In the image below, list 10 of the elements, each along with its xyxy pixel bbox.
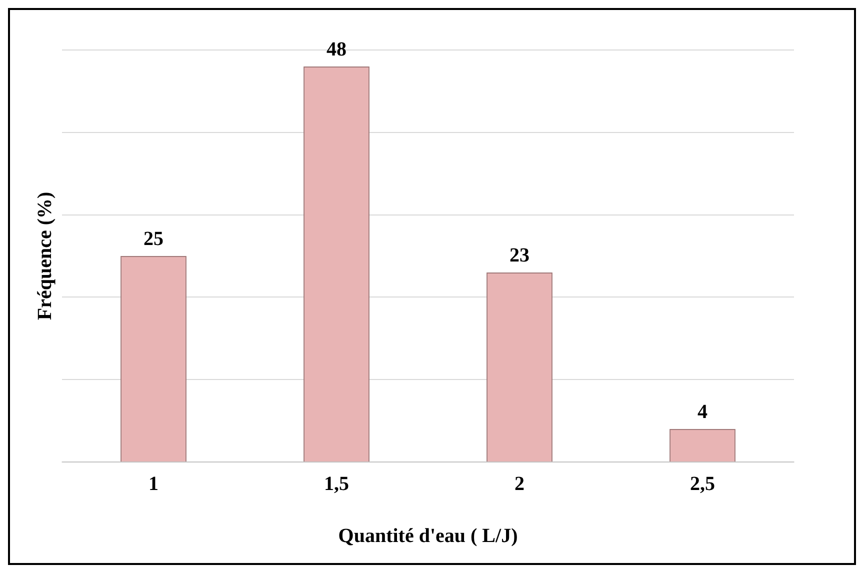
x-tick-label: 1 <box>148 473 158 496</box>
x-tick-label: 2,5 <box>690 473 715 496</box>
data-label: 4 <box>698 401 708 424</box>
x-tick-label: 2 <box>514 473 524 496</box>
y-axis-title: Fréquence (%) <box>34 192 56 320</box>
data-label: 23 <box>510 244 530 267</box>
x-tick-label: 1,5 <box>324 473 349 496</box>
data-label: 48 <box>326 38 346 61</box>
x-axis-title: Quantité d'eau ( L/J) <box>338 525 518 548</box>
data-label: 25 <box>144 228 164 250</box>
